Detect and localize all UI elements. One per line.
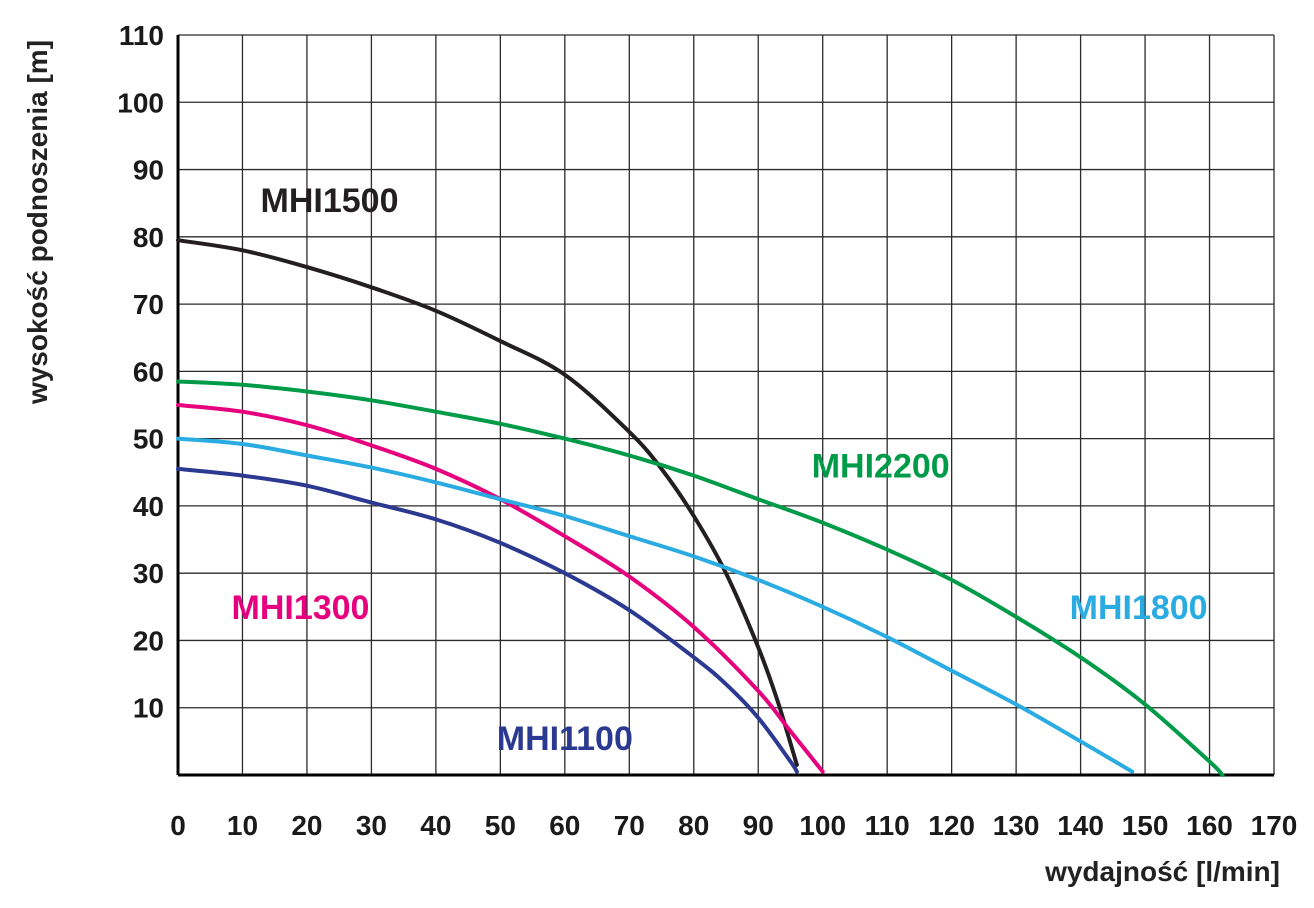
axes <box>176 35 1274 777</box>
curve-labels: MHI1500 MHI2200 MHI1300 MHI1800 MHI1100 <box>232 182 1208 758</box>
x-tick-label: 0 <box>170 810 186 841</box>
x-tick-label: 50 <box>485 810 516 841</box>
y-tick-label: 40 <box>133 491 164 522</box>
x-tick-label: 170 <box>1251 810 1298 841</box>
y-tick-label: 80 <box>133 222 164 253</box>
x-tick-label: 60 <box>549 810 580 841</box>
curve-mhi1500 <box>176 238 799 767</box>
x-tick-label: 160 <box>1186 810 1233 841</box>
curve-label-mhi1800: MHI1800 <box>1070 589 1208 627</box>
curve-mhi1100 <box>176 466 799 774</box>
x-tick-label: 40 <box>420 810 451 841</box>
y-tick-label: 30 <box>133 558 164 589</box>
y-axis-label: wysokość podnoszenia [m] <box>22 39 53 405</box>
x-tick-label: 30 <box>356 810 387 841</box>
curve-label-mhi2200: MHI2200 <box>812 448 950 486</box>
x-tick-label: 90 <box>743 810 774 841</box>
y-tick-label: 100 <box>117 87 164 118</box>
x-tick-label: 130 <box>993 810 1040 841</box>
x-tick-label: 110 <box>865 810 910 841</box>
y-tick-label: 110 <box>119 20 164 51</box>
curve-label-mhi1100: MHI1100 <box>497 720 633 758</box>
x-tick-label: 120 <box>928 810 975 841</box>
curve-mhi1300 <box>176 403 825 774</box>
curve-label-mhi1500: MHI1500 <box>261 182 399 220</box>
x-tick-label: 70 <box>614 810 645 841</box>
curve-label-mhi1300: MHI1300 <box>232 589 370 627</box>
y-tick-label: 60 <box>133 356 164 387</box>
y-tick-label: 90 <box>133 155 164 186</box>
grid-lines <box>177 34 1275 776</box>
curve-mhi2200 <box>176 379 1225 777</box>
x-tick-labels: 0 10 20 30 40 50 60 70 80 90 100 110 120 130 140 150 160… <box>170 810 1297 841</box>
x-axis-label: wydajność [l/min] <box>1045 856 1280 887</box>
x-tick-label: 150 <box>1122 810 1169 841</box>
y-tick-label: 20 <box>133 625 164 656</box>
x-tick-label: 100 <box>799 810 846 841</box>
y-tick-label: 50 <box>133 424 164 455</box>
curve-mhi1800 <box>176 436 1135 774</box>
x-tick-label: 20 <box>291 810 322 841</box>
y-tick-label: 70 <box>133 289 164 320</box>
y-tick-label: 10 <box>133 693 164 724</box>
y-tick-labels: 10 20 30 40 50 60 70 80 90 100 110 <box>117 20 164 724</box>
pump-curves <box>176 238 1225 777</box>
x-tick-label: 80 <box>678 810 709 841</box>
x-tick-label: 140 <box>1057 810 1104 841</box>
x-tick-label: 10 <box>227 810 258 841</box>
